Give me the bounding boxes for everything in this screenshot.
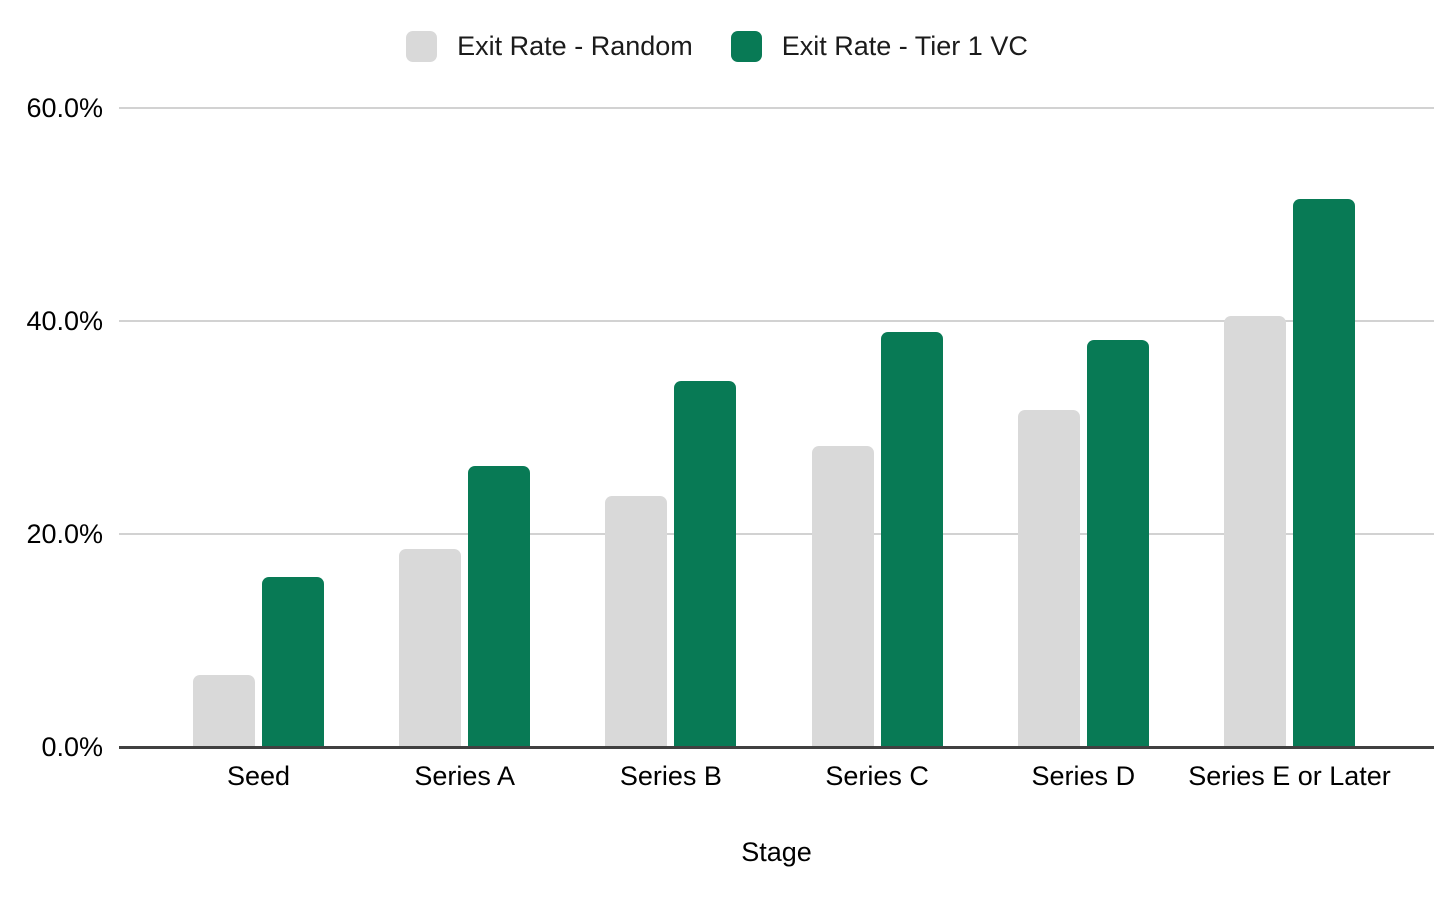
legend-item-tier1-vc: Exit Rate - Tier 1 VC	[730, 31, 1028, 62]
x-tick-label-seed: Seed	[226, 761, 291, 791]
gridline-60pct	[119, 107, 1434, 109]
bar-exit-rate-tier-1-vc-series-a	[468, 465, 531, 747]
x-axis-line	[119, 746, 1434, 749]
bar-exit-rate-tier-1-vc-series-e-or-later	[1293, 198, 1355, 747]
y-tick-label: 20.0%	[26, 519, 103, 549]
bar-exit-rate-random-series-a	[399, 548, 462, 747]
legend-swatch-tier1-vc	[730, 31, 762, 62]
x-tick-label-series-b: Series B	[619, 761, 722, 791]
legend-item-random: Exit Rate - Random	[406, 31, 693, 62]
x-tick-label-series-c: Series C	[825, 761, 929, 791]
bar-exit-rate-random-series-e-or-later	[1224, 315, 1286, 747]
legend-swatch-random	[406, 31, 438, 62]
bar-exit-rate-random-series-d	[1017, 410, 1080, 747]
gridline-40pct	[119, 320, 1434, 322]
bar-exit-rate-tier-1-vc-series-c	[880, 331, 943, 747]
x-tick-label-series-d: Series D	[1031, 761, 1136, 791]
y-tick-label: 60.0%	[26, 93, 103, 123]
legend-label-tier1-vc: Exit Rate - Tier 1 VC	[781, 31, 1028, 61]
x-axis-title: Stage	[741, 837, 812, 867]
y-tick-label: 0.0%	[41, 732, 103, 762]
bar-exit-rate-random-series-b	[605, 495, 668, 747]
bar-exit-rate-random-series-c	[811, 445, 874, 747]
y-tick-label: 40.0%	[26, 306, 103, 336]
bar-exit-rate-tier-1-vc-series-b	[674, 380, 737, 747]
legend: Exit Rate - Random Exit Rate - Tier 1 VC	[0, 31, 1434, 62]
legend-label-random: Exit Rate - Random	[457, 31, 693, 61]
bar-exit-rate-tier-1-vc-series-d	[1086, 340, 1149, 747]
x-tick-label-series-e-or-later: Series E or Later	[1188, 761, 1391, 791]
bar-exit-rate-tier-1-vc-seed	[262, 576, 324, 747]
gridline-20pct	[119, 533, 1434, 535]
x-tick-label-series-a: Series A	[414, 761, 515, 791]
bar-exit-rate-random-seed	[193, 674, 255, 747]
